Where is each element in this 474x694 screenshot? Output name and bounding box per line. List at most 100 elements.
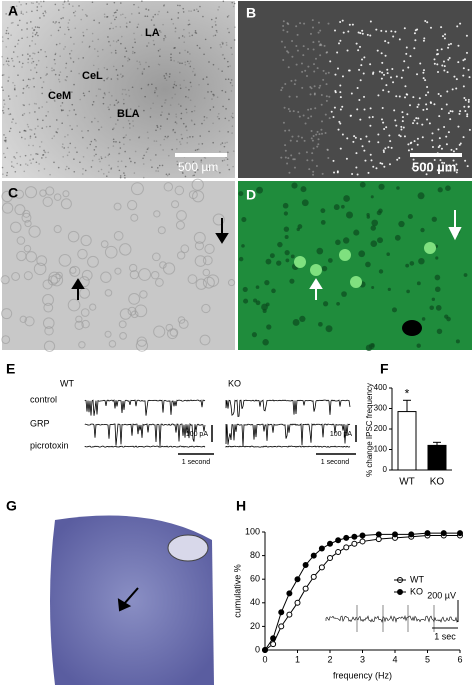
texture-dot bbox=[337, 128, 340, 131]
texture-dot bbox=[53, 99, 56, 102]
texture-dot bbox=[328, 95, 331, 98]
texture-dot bbox=[108, 40, 110, 43]
texture-dot bbox=[0, 275, 10, 285]
texture-dot bbox=[134, 41, 136, 44]
texture-dot bbox=[172, 86, 175, 89]
texture-dot bbox=[286, 30, 289, 33]
texture-dot bbox=[141, 0, 143, 2]
texture-dot bbox=[151, 166, 153, 169]
texture-dot bbox=[443, 162, 446, 165]
texture-dot bbox=[177, 17, 179, 19]
texture-dot bbox=[195, 278, 207, 290]
texture-dot bbox=[463, 105, 466, 108]
texture-dot bbox=[212, 63, 215, 66]
texture-dot bbox=[324, 72, 327, 75]
texture-dot bbox=[57, 166, 60, 169]
texture-dot bbox=[158, 164, 161, 167]
texture-dot bbox=[119, 26, 122, 28]
panel-letter: A bbox=[8, 3, 18, 19]
texture-dot bbox=[185, 95, 187, 98]
texture-dot bbox=[283, 226, 290, 232]
texture-dot bbox=[161, 105, 163, 108]
texture-dot bbox=[207, 167, 210, 170]
annotation: * bbox=[405, 386, 410, 400]
texture-dot bbox=[1, 190, 13, 203]
texture-dot bbox=[404, 96, 407, 99]
texture-dot bbox=[43, 340, 56, 352]
texture-dot bbox=[366, 213, 370, 217]
texture-dot bbox=[228, 98, 230, 101]
texture-dot bbox=[69, 142, 72, 145]
texture-dot bbox=[16, 250, 27, 262]
texture-dot bbox=[43, 151, 46, 153]
texture-dot bbox=[230, 90, 233, 92]
texture-dot bbox=[225, 41, 228, 44]
texture-dot bbox=[145, 8, 147, 10]
texture-dot bbox=[174, 185, 185, 196]
texture-dot bbox=[405, 93, 408, 96]
texture-dot bbox=[346, 211, 353, 219]
texture-dot bbox=[184, 63, 187, 66]
texture-dot bbox=[63, 1, 66, 4]
texture-dot bbox=[44, 10, 46, 12]
legend-label: WT bbox=[410, 574, 424, 584]
texture-dot bbox=[189, 81, 192, 84]
texture-dot bbox=[208, 61, 210, 63]
texture-dot bbox=[91, 1, 94, 4]
texture-dot bbox=[122, 126, 125, 129]
texture-dot bbox=[289, 139, 292, 142]
texture-dot bbox=[225, 78, 227, 81]
texture-dot bbox=[42, 196, 53, 207]
texture-dot bbox=[124, 16, 127, 19]
texture-dot bbox=[377, 141, 380, 144]
texture-dot bbox=[95, 145, 97, 148]
texture-dot bbox=[194, 171, 197, 174]
texture-dot bbox=[211, 26, 214, 28]
texture-dot bbox=[137, 6, 140, 9]
texture-dot bbox=[107, 146, 110, 149]
texture-dot bbox=[146, 131, 149, 134]
texture-dot bbox=[255, 285, 260, 289]
texture-dot bbox=[60, 17, 62, 20]
texture-dot bbox=[339, 84, 342, 87]
texture-dot bbox=[413, 32, 416, 35]
texture-dot bbox=[319, 43, 322, 46]
texture-dot bbox=[381, 106, 384, 109]
texture-dot bbox=[289, 278, 295, 284]
texture-dot bbox=[409, 55, 412, 58]
texture-dot bbox=[77, 248, 88, 260]
texture-dot bbox=[123, 172, 125, 174]
texture-dot bbox=[44, 11, 47, 14]
texture-dot bbox=[322, 78, 325, 81]
texture-dot bbox=[154, 13, 156, 16]
panel-letter: F bbox=[380, 361, 389, 377]
texture-dot bbox=[177, 316, 186, 324]
texture-dot bbox=[309, 32, 312, 35]
texture-dot bbox=[371, 219, 379, 227]
texture-dot bbox=[396, 186, 400, 190]
texture-dot bbox=[269, 253, 275, 259]
texture-dot bbox=[426, 169, 429, 172]
texture-dot bbox=[140, 87, 143, 90]
texture-dot bbox=[54, 62, 57, 65]
texture-dot bbox=[22, 13, 24, 15]
texture-dot bbox=[265, 302, 270, 307]
texture-dot bbox=[214, 34, 217, 37]
texture-dot bbox=[225, 44, 228, 46]
texture-dot bbox=[48, 271, 61, 284]
texture-dot bbox=[319, 54, 322, 57]
texture-dot bbox=[104, 245, 118, 259]
texture-dot bbox=[225, 108, 227, 110]
texture-dot bbox=[113, 231, 124, 241]
texture-dot bbox=[133, 172, 136, 174]
texture-dot bbox=[5, 141, 7, 143]
texture-dot bbox=[100, 240, 109, 248]
texture-dot bbox=[30, 129, 33, 131]
texture-dot bbox=[401, 120, 404, 123]
texture-dot bbox=[119, 115, 121, 118]
texture-dot bbox=[232, 165, 234, 168]
texture-dot bbox=[74, 10, 77, 13]
texture-dot bbox=[35, 153, 37, 155]
texture-dot bbox=[168, 75, 171, 78]
texture-dot bbox=[42, 119, 44, 122]
